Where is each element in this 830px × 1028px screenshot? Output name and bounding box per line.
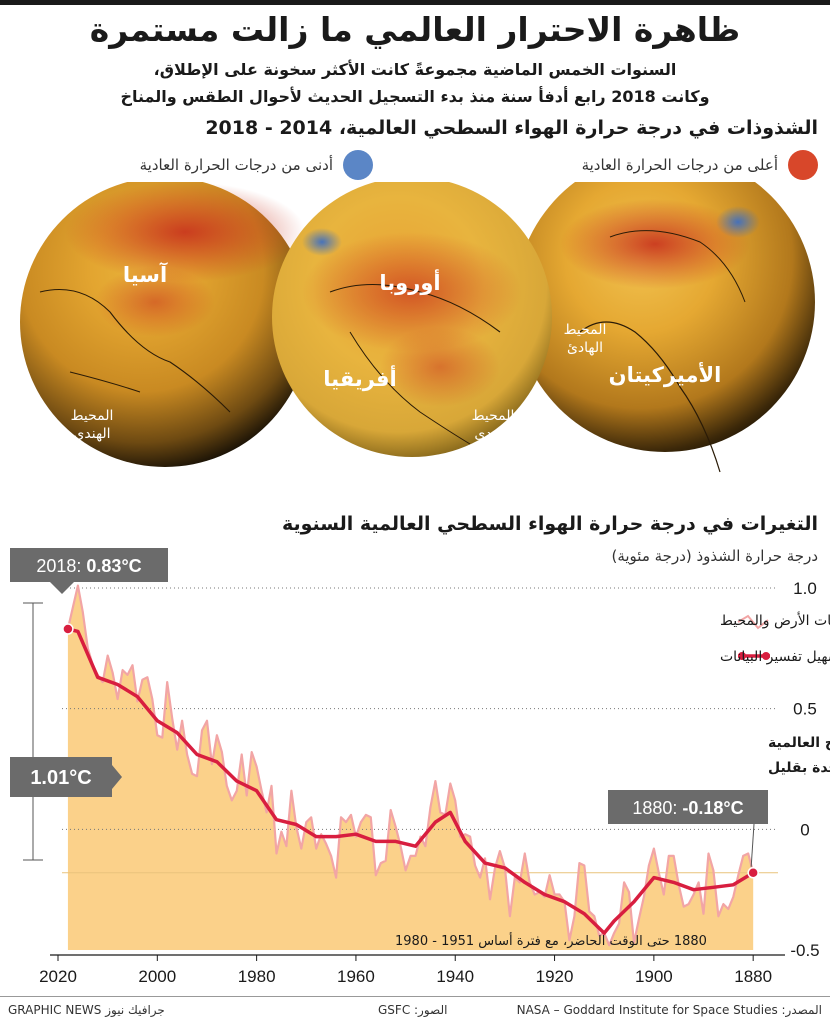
note-line-2: ارتفعت فوق درجة مئوية واحدة بقليل bbox=[768, 760, 830, 776]
page-title: ظاهرة الاحترار العالمي ما زالت مستمرة bbox=[89, 10, 741, 49]
point-1880 bbox=[747, 867, 759, 879]
label-pacific-ocean-line-1: المحيط bbox=[564, 322, 607, 338]
legend-cool: أدنى من درجات الحرارة العادية bbox=[140, 150, 373, 180]
y-axis-label: درجة حرارة الشذوذ (درجة مئوية) bbox=[611, 547, 818, 565]
section-title-anomaly-maps: الشذوذات في درجة حرارة الهواء السطحي الع… bbox=[205, 117, 818, 139]
label-2018-text: 2018: 0.83°C bbox=[36, 556, 141, 576]
globes-illustration: المحيط الهادئ الأميركيتان آسيا المحيط ال… bbox=[20, 182, 815, 473]
label-2018-box bbox=[10, 548, 168, 582]
legend-cool-label: أدنى من درجات الحرارة العادية bbox=[139, 156, 333, 174]
smoothed-series-line bbox=[66, 627, 755, 935]
x-tick-label-2020: 2020 bbox=[39, 967, 77, 986]
range-label-text: 1.01°C bbox=[30, 767, 91, 789]
legend-smoothed-label: خط التمهيد لتسهيل تفسير البيانات bbox=[720, 649, 830, 665]
smoothed-series-layer bbox=[62, 623, 759, 935]
label-indian-ocean-2-line-2: الهندي bbox=[474, 426, 511, 442]
legend-warm-label: أعلى من درجات الحرارة العادية bbox=[581, 156, 778, 174]
label-americas: الأميركيتان bbox=[609, 361, 722, 387]
warm-swatch-icon bbox=[788, 150, 818, 180]
y-tick-label-1: 0.5 bbox=[793, 700, 817, 719]
annual-series-layer bbox=[66, 584, 755, 947]
y-tick-label-3: -0.5 bbox=[790, 941, 819, 960]
x-tick-label-1940: 1940 bbox=[436, 967, 474, 986]
area-fill bbox=[67, 585, 754, 950]
annotation-layer: 2018: 0.83°C 1880: -0.18°C 1.01°C المتوسط ا… bbox=[10, 548, 830, 949]
axis-layer: 2020 2000 1980 1960 1940 1920 1900 1880 1.0 0.5 0 -… bbox=[39, 579, 820, 986]
x-tick-label-1900: 1900 bbox=[635, 967, 673, 986]
annual-series-line bbox=[66, 584, 755, 947]
label-asia: آسيا bbox=[123, 262, 168, 287]
label-indian-ocean-1-line-2: الهندي bbox=[73, 426, 110, 442]
globe-asia: آسيا المحيط الهندي bbox=[20, 182, 310, 467]
subtitle-line-2: وكانت 2018 رابع أدفأ سنة منذ بدء التسجيل… bbox=[120, 87, 710, 106]
range-label-pointer bbox=[112, 765, 122, 789]
x-tick-label-1880: 1880 bbox=[734, 967, 772, 986]
legend-warm: أعلى من درجات الحرارة العادية bbox=[582, 150, 818, 180]
temperature-chart: 2020 2000 1980 1960 1940 1920 1900 1880 1.0 0.5 0 -… bbox=[10, 548, 830, 986]
label-1880-box bbox=[608, 790, 768, 824]
label-indian-ocean-2-line-1: المحيط bbox=[472, 408, 515, 424]
label-2018-pointer bbox=[50, 582, 74, 594]
label-1880: 1880: -0.18°C bbox=[608, 790, 768, 867]
range-label-box bbox=[10, 757, 112, 797]
x-tick-label-1920: 1920 bbox=[536, 967, 574, 986]
y-tick-label-0: 1.0 bbox=[793, 579, 817, 598]
legend-annual-label: المتوسط السنوي العالمي، استناداً إلى بيا… bbox=[720, 610, 830, 629]
cool-swatch-icon bbox=[343, 150, 373, 180]
globe-europe-africa: أوروبا أفريقيا المحيط الهندي bbox=[272, 182, 552, 457]
section-title-chart: التغيرات في درجة حرارة الهواء السطحي الع… bbox=[281, 513, 818, 535]
label-1880-text: 1880: -0.18°C bbox=[632, 798, 743, 818]
footer: المصدر: NASA – Goddard Institute for Spa… bbox=[0, 996, 830, 1025]
legend-annual-icon bbox=[737, 614, 769, 630]
agency-credit: GRAPHIC NEWS جرافيك نيوز bbox=[8, 1003, 165, 1017]
label-2018: 2018: 0.83°C bbox=[10, 548, 168, 594]
label-africa: أفريقيا bbox=[323, 364, 396, 391]
x-tick-label-2000: 2000 bbox=[138, 967, 176, 986]
point-2018 bbox=[62, 623, 74, 635]
photos-credit: الصور: GSFC bbox=[378, 1003, 448, 1017]
baseline-note: 1880 حتى الوقت الحاضر، مع فترة أساس 1951… bbox=[395, 932, 707, 949]
top-rule bbox=[0, 0, 830, 5]
subtitle-line-1: السنوات الخمس الماضية مجموعةً كانت الأكث… bbox=[153, 60, 677, 79]
source-credit: المصدر: NASA – Goddard Institute for Spa… bbox=[516, 1003, 822, 1017]
legend-smoothed-dot-2 bbox=[762, 652, 770, 660]
globe-americas: المحيط الهادئ الأميركيتان bbox=[515, 182, 815, 473]
note-line-1: منذ الثمانينات، متوسط حرارة السطح العالم… bbox=[768, 735, 830, 751]
x-tick-label-1980: 1980 bbox=[238, 967, 276, 986]
label-pacific-ocean-line-2: الهادئ bbox=[567, 340, 603, 356]
y-tick-label-2: 0 bbox=[800, 820, 809, 839]
label-europe: أوروبا bbox=[379, 268, 440, 295]
legend-smoothed-dot-1 bbox=[738, 652, 746, 660]
area-fill-layer bbox=[67, 585, 754, 950]
x-tick-label-1960: 1960 bbox=[337, 967, 375, 986]
label-1880-leader bbox=[750, 823, 755, 867]
label-indian-ocean-1-line-1: المحيط bbox=[71, 408, 114, 424]
